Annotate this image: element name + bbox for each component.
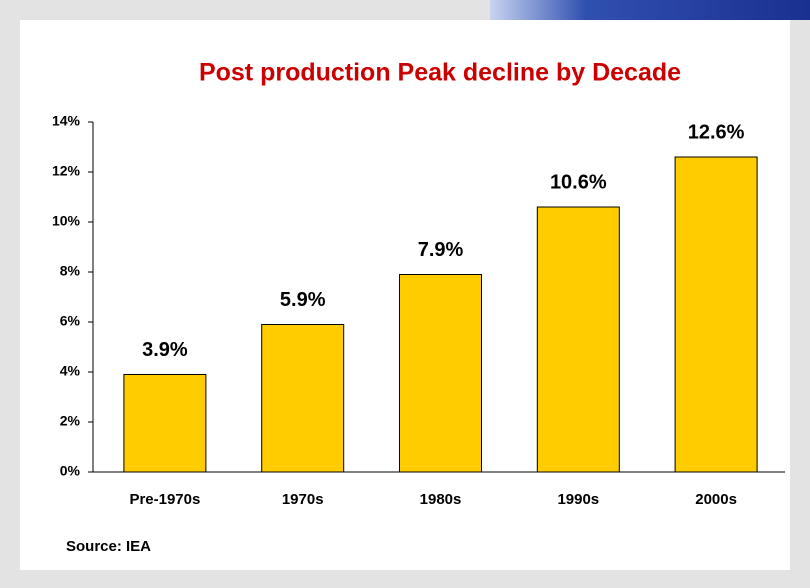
y-tick-label: 14% (52, 113, 81, 129)
x-tick-label: Pre-1970s (129, 491, 200, 508)
y-tick-label: 12% (52, 163, 81, 179)
bar (124, 375, 206, 473)
chart-title: Post production Peak decline by Decade (199, 59, 681, 87)
x-tick-label: 2000s (695, 491, 737, 508)
source-note: Source: IEA (66, 538, 151, 555)
value-label: 12.6% (688, 121, 745, 143)
x-tick-label: 1970s (282, 491, 324, 508)
value-label: 7.9% (418, 239, 464, 261)
x-tick-label: 1990s (557, 491, 599, 508)
bar (400, 275, 482, 473)
y-tick-label: 8% (60, 263, 81, 279)
value-label: 10.6% (550, 171, 607, 193)
header-strip (490, 0, 810, 20)
x-tick-label: 1980s (420, 491, 462, 508)
y-tick-label: 2% (60, 413, 81, 429)
y-tick-label: 10% (52, 213, 81, 229)
value-label: 3.9% (142, 339, 188, 361)
bar (537, 207, 619, 472)
value-label: 5.9% (280, 289, 326, 311)
bar (675, 157, 757, 472)
y-tick-label: 0% (60, 463, 81, 479)
y-tick-label: 4% (60, 363, 81, 379)
chart: Post production Peak decline by Decade S… (0, 0, 810, 588)
bar (262, 325, 344, 473)
y-tick-label: 6% (60, 313, 81, 329)
